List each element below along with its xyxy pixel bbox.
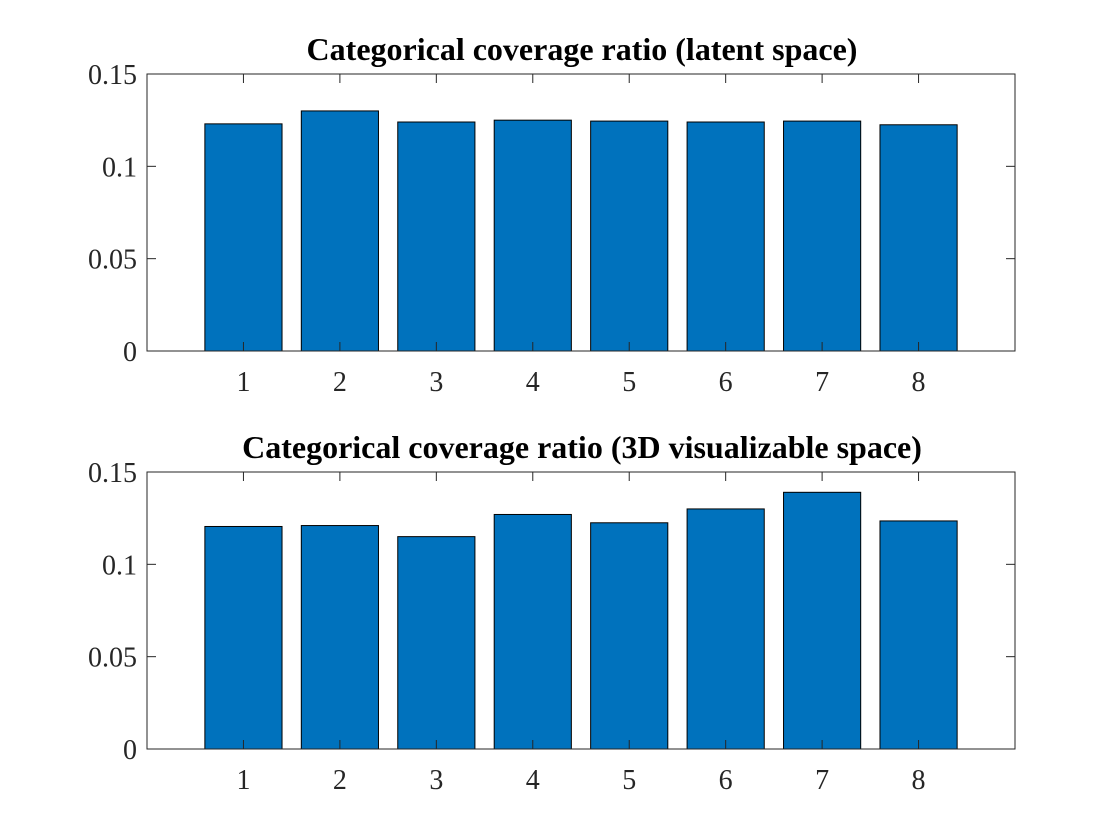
bar-8 — [879, 124, 958, 352]
y-tick-label: 0.05 — [88, 245, 137, 276]
bar-7 — [783, 120, 862, 352]
bar-1 — [204, 525, 283, 750]
y-tick-label: 0 — [123, 735, 137, 766]
bar-3 — [397, 121, 476, 352]
bar-1 — [204, 123, 283, 352]
y-tick-label: 0.15 — [88, 60, 137, 91]
ticks: 1 2 3 4 5 6 7 8 0 0.05 0.1 0.15 — [88, 60, 1015, 398]
y-tick-label: 0 — [123, 337, 137, 368]
x-tick-label: 2 — [333, 765, 347, 796]
x-tick-label: 3 — [429, 765, 443, 796]
x-tick-label: 1 — [236, 367, 250, 398]
x-tick-label: 6 — [719, 765, 733, 796]
x-tick-label: 3 — [429, 367, 443, 398]
bar-7 — [783, 491, 862, 750]
chart-title: Categorical coverage ratio (latent space… — [307, 31, 858, 67]
bar-4 — [493, 513, 572, 750]
chart-3d-visualizable-space: Categorical coverage ratio (3D visualiza… — [88, 429, 1016, 796]
y-tick-label: 0.15 — [88, 458, 137, 489]
axes-box — [146, 471, 1016, 750]
bar-2 — [300, 525, 379, 750]
bars — [204, 110, 958, 352]
axes-box — [146, 73, 1016, 352]
bar-8 — [879, 520, 958, 750]
chart-latent-space: Categorical coverage ratio (latent space… — [88, 31, 1016, 398]
x-tick-label: 7 — [815, 765, 829, 796]
bar-5 — [590, 522, 669, 750]
x-tick-label: 4 — [526, 765, 540, 796]
bar-2 — [300, 110, 379, 352]
y-tick-label: 0.1 — [102, 550, 137, 581]
x-tick-label: 6 — [719, 367, 733, 398]
y-tick-label: 0.1 — [102, 152, 137, 183]
x-tick-label: 5 — [622, 367, 636, 398]
x-tick-label: 4 — [526, 367, 540, 398]
bar-4 — [493, 119, 572, 352]
bar-6 — [686, 508, 765, 750]
x-tick-label: 8 — [912, 367, 926, 398]
bar-3 — [397, 536, 476, 750]
x-tick-label: 5 — [622, 765, 636, 796]
chart-title: Categorical coverage ratio (3D visualiza… — [242, 429, 922, 465]
x-tick-label: 1 — [236, 765, 250, 796]
x-tick-label: 7 — [815, 367, 829, 398]
x-tick-label: 2 — [333, 367, 347, 398]
y-tick-label: 0.05 — [88, 643, 137, 674]
x-tick-label: 8 — [912, 765, 926, 796]
ticks: 1 2 3 4 5 6 7 8 0 0.05 0.1 0.15 — [88, 458, 1015, 796]
bar-6 — [686, 121, 765, 352]
bar-5 — [590, 120, 669, 352]
